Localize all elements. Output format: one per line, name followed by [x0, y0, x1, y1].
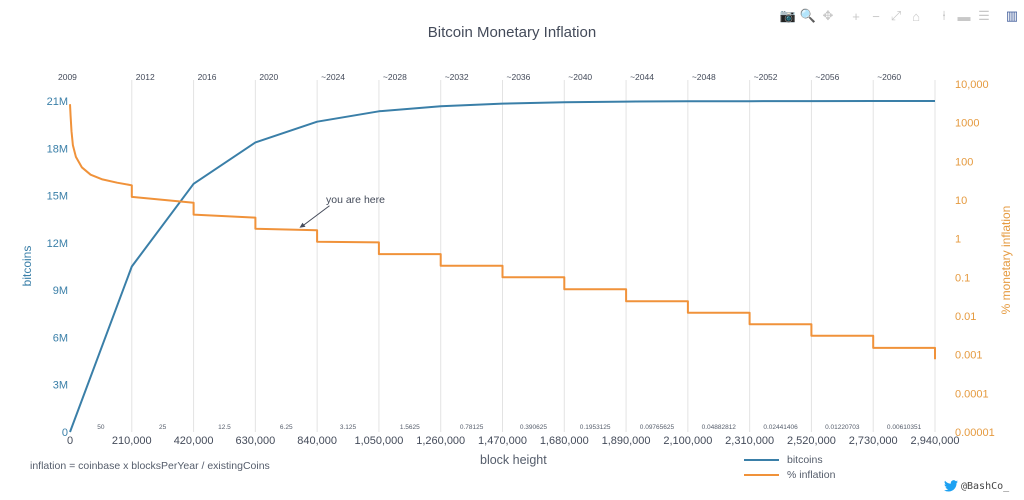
- legend: bitcoins % inflation: [744, 452, 835, 482]
- year-label: ~2040: [568, 72, 592, 82]
- legend-swatch-bitcoins: [744, 458, 779, 461]
- x-tick-label: 1,890,000: [602, 435, 651, 447]
- x-tick-label: 2,310,000: [725, 435, 774, 447]
- x-tick-label: 840,000: [297, 435, 337, 447]
- block-reward-label: 0.1953125: [580, 424, 611, 431]
- y-tick-label: 12M: [47, 238, 68, 250]
- y2-tick-label: 0.01: [955, 311, 976, 323]
- camera-icon[interactable]: 📷: [779, 8, 797, 23]
- block-reward-label: 0.78125: [460, 424, 484, 431]
- block-reward-label: 0.04882812: [702, 424, 737, 431]
- y-tick-label: 9M: [53, 285, 68, 297]
- y-tick-label: 18M: [47, 143, 68, 155]
- year-label: ~2052: [754, 72, 778, 82]
- x-tick-label: 1,260,000: [416, 435, 465, 447]
- year-label: ~2036: [507, 72, 531, 82]
- pan-icon[interactable]: ✥: [822, 8, 834, 23]
- block-reward-label: 0.01220703: [825, 424, 860, 431]
- autoscale-icon[interactable]: ⤢: [890, 8, 902, 23]
- spike-lines-icon[interactable]: ⍿: [942, 8, 946, 23]
- annotation-arrow: [301, 205, 330, 228]
- annotation-arrowhead: [299, 222, 306, 228]
- annotation-text: you are here: [326, 194, 385, 206]
- y-tick-label: 21M: [47, 96, 68, 108]
- legend-label: % inflation: [787, 468, 836, 481]
- zoom-icon[interactable]: 🔍: [799, 8, 817, 23]
- twitter-icon: [944, 480, 958, 492]
- block-reward-label: 1.5625: [400, 424, 420, 431]
- block-reward-label: 0.09765625: [640, 424, 675, 431]
- legend-item-bitcoins[interactable]: bitcoins: [744, 452, 835, 467]
- modebar: 📷 🔍 ✥ + − ⤢ ⌂ ⍿ ▬ ☰ ▥: [778, 6, 1022, 26]
- zoom-out-icon[interactable]: −: [872, 8, 880, 24]
- block-reward-label: 50: [97, 424, 105, 431]
- year-label: ~2028: [383, 72, 407, 82]
- y2-tick-label: 0.1: [955, 272, 970, 284]
- year-label: 2012: [136, 72, 155, 82]
- year-label: 2020: [259, 72, 278, 82]
- x-tick-label: 630,000: [235, 435, 275, 447]
- y-tick-label: 6M: [53, 332, 68, 344]
- block-reward-label: 0.02441406: [763, 424, 798, 431]
- year-label: ~2024: [321, 72, 345, 82]
- y2-tick-label: 100: [955, 156, 973, 168]
- x-tick-label: 2,940,000: [911, 435, 960, 447]
- hover-closest-icon[interactable]: ▬: [957, 8, 971, 24]
- y2-tick-label: 10,000: [955, 79, 989, 91]
- block-reward-label: 0.00610351: [887, 424, 922, 431]
- block-reward-label: 25: [159, 424, 167, 431]
- y2-tick-label: 0.00001: [955, 427, 995, 439]
- y2-tick-label: 1000: [955, 118, 979, 130]
- y2-tick-label: 1: [955, 234, 961, 246]
- y2-tick-label: 0.001: [955, 350, 983, 362]
- y-tick-label: 3M: [53, 380, 68, 392]
- year-label: 2009: [58, 72, 77, 82]
- legend-label: bitcoins: [787, 453, 823, 466]
- block-reward-label: 3.125: [340, 424, 357, 431]
- x-tick-label: 2,100,000: [663, 435, 712, 447]
- legend-item-inflation[interactable]: % inflation: [744, 467, 835, 482]
- series-line-bitcoins: [69, 100, 935, 433]
- twitter-credit[interactable]: @BashCo_: [944, 480, 1009, 492]
- year-label: ~2044: [630, 72, 654, 82]
- x-tick-label: 2,730,000: [849, 435, 898, 447]
- x-tick-label: 2,520,000: [787, 435, 836, 447]
- y2-axis-title: % monetary inflation: [999, 206, 1013, 315]
- x-tick-label: 1,470,000: [478, 435, 527, 447]
- block-reward-label: 6.25: [280, 424, 293, 431]
- chart-title: Bitcoin Monetary Inflation: [427, 24, 597, 41]
- home-icon[interactable]: ⌂: [912, 8, 920, 24]
- y2-tick-label: 0.0001: [955, 388, 989, 400]
- x-tick-label: 210,000: [112, 435, 152, 447]
- year-label: ~2056: [815, 72, 839, 82]
- year-label: 2016: [198, 72, 217, 82]
- x-tick-label: 0: [67, 435, 73, 447]
- y-axis-title: bitcoins: [20, 246, 34, 287]
- y-tick-label: 0: [62, 427, 68, 439]
- x-tick-label: 420,000: [174, 435, 214, 447]
- y2-tick-label: 10: [955, 195, 967, 207]
- x-tick-label: 1,680,000: [540, 435, 589, 447]
- y-tick-label: 15M: [47, 191, 68, 203]
- block-reward-label: 12.5: [218, 424, 231, 431]
- credit-handle: @BashCo_: [961, 480, 1010, 492]
- legend-swatch-inflation: [744, 473, 779, 476]
- year-label: ~2032: [445, 72, 469, 82]
- x-axis-title: block height: [480, 453, 547, 467]
- formula-footnote: inflation = coinbase x blocksPerYear / e…: [30, 460, 270, 472]
- year-label: ~2060: [877, 72, 901, 82]
- block-reward-label: 0.390625: [520, 424, 547, 431]
- hover-compare-icon[interactable]: ☰: [978, 8, 990, 23]
- zoom-in-icon[interactable]: +: [852, 8, 860, 24]
- plotly-logo-icon[interactable]: ▥: [1005, 8, 1019, 23]
- year-label: ~2048: [692, 72, 716, 82]
- x-tick-label: 1,050,000: [354, 435, 403, 447]
- series-line-inflation: [69, 104, 936, 360]
